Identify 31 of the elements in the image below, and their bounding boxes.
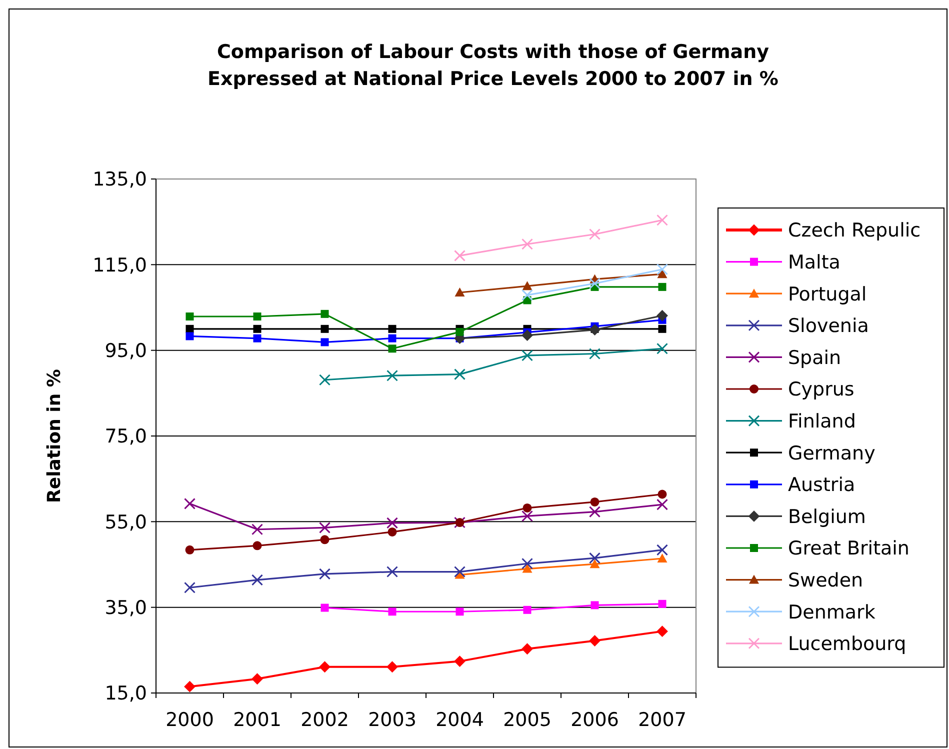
legend-label: Denmark <box>788 601 876 624</box>
legend-label: Sweden <box>788 569 864 592</box>
y-tick-label: 35,0 <box>104 596 147 619</box>
y-tick-label: 55,0 <box>104 511 147 534</box>
legend-label: Austria <box>788 474 856 496</box>
y-axis-title: Relation in % <box>44 369 65 503</box>
y-tick-label: 75,0 <box>104 426 147 448</box>
legend-label: Czech Repulic <box>788 220 921 242</box>
y-tick-label: 135,0 <box>92 168 147 191</box>
legend-label: Cyprus <box>788 378 854 401</box>
x-tick-label: 2000 <box>166 709 214 731</box>
x-tick-label: 2001 <box>233 709 282 731</box>
y-tick-label: 115,0 <box>92 254 147 276</box>
legend-label: Finland <box>788 410 856 432</box>
legend-label: Portugal <box>788 283 867 306</box>
legend-label: Lucembourq <box>788 633 906 656</box>
chart-title: Comparison of Labour Costs with those of Germany Expressed at National Price Levels 2000 to 2007 in % <box>208 41 778 90</box>
legend-label: Germany <box>788 442 876 464</box>
legend-label: Great Britain <box>788 538 910 560</box>
y-tick-label: 95,0 <box>104 340 147 362</box>
x-tick-label: 2005 <box>503 709 552 731</box>
y-tick-label: 15,0 <box>104 682 147 705</box>
legend-label: Belgium <box>788 506 866 528</box>
x-tick-label: 2006 <box>570 709 619 731</box>
legend-label: Slovenia <box>788 315 869 338</box>
x-tick-label: 2007 <box>638 709 686 731</box>
x-tick-label: 2004 <box>436 709 484 731</box>
x-tick-label: 2002 <box>300 709 349 731</box>
legend-label: Malta <box>788 251 840 274</box>
x-tick-label: 2003 <box>368 709 416 731</box>
legend-label: Spain <box>788 346 842 369</box>
